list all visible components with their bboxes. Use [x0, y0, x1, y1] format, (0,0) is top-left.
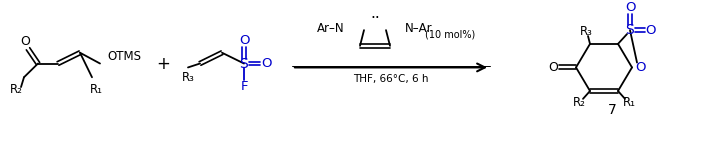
Text: F: F — [240, 80, 247, 93]
Text: O: O — [646, 24, 657, 37]
Text: S: S — [625, 23, 635, 37]
Text: O: O — [625, 1, 635, 14]
Text: R₃: R₃ — [182, 71, 194, 84]
Text: R₂: R₂ — [9, 83, 23, 95]
Text: O: O — [239, 34, 250, 47]
Text: R₁: R₁ — [89, 83, 103, 95]
Text: R₃: R₃ — [579, 25, 593, 38]
Text: R₂: R₂ — [573, 96, 586, 109]
Text: O: O — [20, 35, 30, 48]
Text: O: O — [261, 57, 272, 70]
Text: R₁: R₁ — [623, 96, 635, 109]
Text: (10 mol%): (10 mol%) — [425, 29, 475, 39]
Text: ··: ·· — [370, 11, 380, 26]
Text: O: O — [635, 61, 645, 74]
Text: O: O — [548, 61, 558, 74]
Text: S: S — [240, 56, 248, 71]
Text: +: + — [156, 55, 170, 73]
Text: N–Ar: N–Ar — [405, 22, 432, 35]
Text: OTMS: OTMS — [107, 50, 141, 63]
Text: THF, 66°C, 6 h: THF, 66°C, 6 h — [353, 74, 429, 84]
Text: 7: 7 — [608, 103, 616, 117]
Text: Ar–N: Ar–N — [318, 22, 345, 35]
